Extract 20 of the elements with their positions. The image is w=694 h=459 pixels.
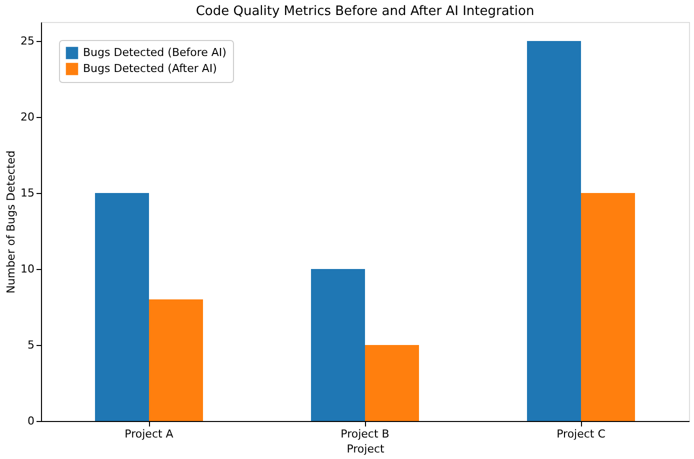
- bar: [95, 193, 149, 421]
- y-tick-label: 0: [28, 414, 34, 428]
- y-tick-label: 5: [28, 338, 34, 352]
- y-tick-label: 25: [20, 34, 34, 48]
- y-tick-label: 20: [20, 110, 34, 124]
- x-tick-label: Project A: [124, 428, 174, 440]
- x-tick-label: Project C: [556, 428, 606, 440]
- bar: [581, 193, 635, 421]
- y-axis-title: Number of Bugs Detected: [4, 150, 18, 294]
- bar: [527, 41, 581, 421]
- y-tick-label: 15: [20, 186, 34, 200]
- legend-label: Bugs Detected (Before AI): [83, 46, 226, 59]
- y-tick-label: 10: [20, 262, 34, 276]
- x-axis-title: Project: [346, 442, 385, 456]
- legend-label: Bugs Detected (After AI): [83, 62, 217, 75]
- bar: [311, 269, 365, 421]
- bar: [149, 299, 203, 421]
- bar: [365, 345, 419, 421]
- x-tick-label: Project B: [340, 428, 390, 440]
- chart-title: Code Quality Metrics Before and After AI Integration: [196, 4, 534, 19]
